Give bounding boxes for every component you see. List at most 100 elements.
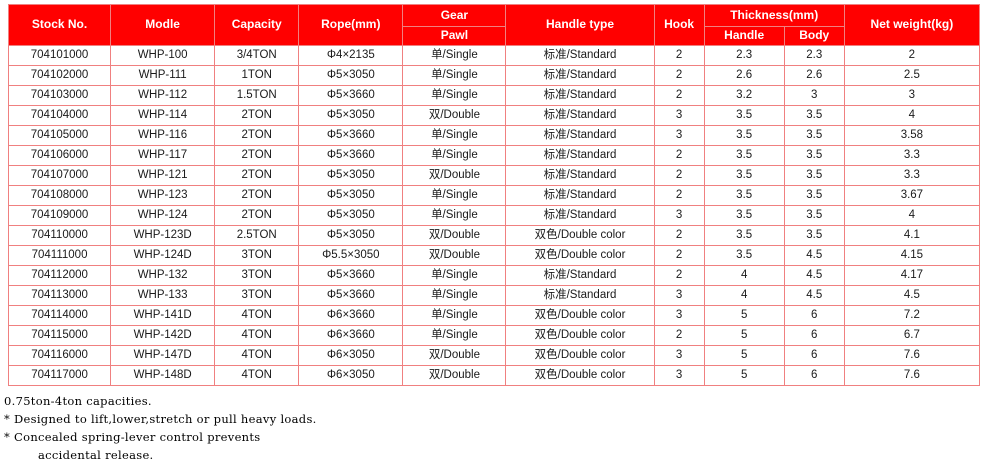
cell-stock-no: 704102000 [7,65,112,86]
cell-thickness-body: 6 [783,345,845,366]
cell-net-weight: 7.2 [843,305,981,326]
cell-net-weight: 4 [843,205,981,226]
cell-modle: WHP-124D [110,245,216,266]
cell-net-weight: 4.17 [843,265,981,286]
cell-hook: 3 [653,305,705,326]
cell-modle: WHP-123D [110,225,216,246]
cell-stock-no: 704117000 [7,365,112,386]
cell-modle: WHP-133 [110,285,216,306]
cell-stock-no: 704110000 [7,225,112,246]
cell-stock-no: 704111000 [7,245,112,266]
cell-modle: WHP-121 [110,165,216,186]
cell-stock-no: 704112000 [7,265,112,286]
cell-net-weight: 4.1 [843,225,981,246]
cell-modle: WHP-148D [110,365,216,386]
cell-capacity: 4TON [214,345,300,366]
cell-hook: 2 [653,325,705,346]
cell-stock-no: 704103000 [7,85,112,106]
cell-hook: 2 [653,265,705,286]
cell-hook: 2 [653,45,705,66]
cell-rope: Φ5×3050 [298,105,404,126]
cell-rope: Φ6×3050 [298,345,404,366]
table-row: 704107000 WHP-121 2TON Φ5×3050 双/Double 标准/St… [7,165,981,186]
cell-stock-no: 704116000 [7,345,112,366]
cell-thickness-body: 3.5 [783,185,845,206]
cell-hook: 3 [653,285,705,306]
col-header-thickness: Thickness(mm) [703,4,845,27]
cell-pawl: 双/Double [402,105,507,126]
col-header-stock-no: Stock No. [7,4,112,46]
cell-thickness-handle: 3.5 [703,165,785,186]
cell-rope: Φ5×3050 [298,65,404,86]
cell-stock-no: 704114000 [7,305,112,326]
cell-handle-type: 标准/Standard [505,285,655,306]
cell-thickness-body: 3.5 [783,145,845,166]
cell-thickness-body: 3 [783,85,845,106]
cell-capacity: 2TON [214,125,300,146]
cell-pawl: 单/Single [402,185,507,206]
cell-rope: Φ5×3660 [298,85,404,106]
cell-rope: Φ6×3660 [298,325,404,346]
cell-hook: 2 [653,165,705,186]
table-row: 704104000 WHP-114 2TON Φ5×3050 双/Double 标准/St… [7,105,981,126]
cell-stock-no: 704106000 [7,145,112,166]
cell-modle: WHP-116 [110,125,216,146]
cell-hook: 3 [653,345,705,366]
cell-thickness-body: 3.5 [783,125,845,146]
cell-modle: WHP-124 [110,205,216,226]
cell-pawl: 双/Double [402,225,507,246]
table-row: 704106000 WHP-117 2TON Φ5×3660 单/Single 标准/St… [7,145,981,166]
cell-modle: WHP-142D [110,325,216,346]
cell-thickness-handle: 3.5 [703,245,785,266]
cell-hook: 2 [653,65,705,86]
cell-thickness-body: 6 [783,365,845,386]
notes-block: 0.75ton-4ton capacities. * Designed to li… [4,392,604,464]
cell-net-weight: 2.5 [843,65,981,86]
cell-thickness-handle: 3.2 [703,85,785,106]
cell-pawl: 双/Double [402,365,507,386]
cell-modle: WHP-123 [110,185,216,206]
cell-pawl: 单/Single [402,205,507,226]
cell-modle: WHP-114 [110,105,216,126]
cell-capacity: 3/4TON [214,45,300,66]
table-row: 704102000 WHP-111 1TON Φ5×3050 单/Single 标准/St… [7,65,981,86]
col-header-gear: Gear [402,4,507,27]
col-header-capacity: Capacity [214,4,300,46]
cell-handle-type: 标准/Standard [505,45,655,66]
cell-stock-no: 704115000 [7,325,112,346]
cell-handle-type: 标准/Standard [505,185,655,206]
cell-thickness-handle: 3.5 [703,105,785,126]
cell-capacity: 2TON [214,205,300,226]
cell-thickness-body: 6 [783,305,845,326]
cell-thickness-body: 3.5 [783,205,845,226]
cell-handle-type: 标准/Standard [505,265,655,286]
col-header-hook: Hook [653,4,705,46]
cell-modle: WHP-141D [110,305,216,326]
cell-thickness-handle: 5 [703,365,785,386]
note-line: * Concealed spring-lever control prevent… [4,430,261,444]
cell-handle-type: 标准/Standard [505,125,655,146]
cell-capacity: 3TON [214,245,300,266]
cell-thickness-handle: 3.5 [703,185,785,206]
col-header-net-weight: Net weight(kg) [843,4,981,46]
cell-net-weight: 7.6 [843,345,981,366]
cell-pawl: 单/Single [402,285,507,306]
cell-capacity: 4TON [214,325,300,346]
cell-modle: WHP-147D [110,345,216,366]
cell-capacity: 3TON [214,265,300,286]
col-header-handle-type: Handle type [505,4,655,46]
cell-thickness-handle: 2.6 [703,65,785,86]
table-header: Stock No. Modle Capacity Rope(mm) Gear H… [7,4,981,46]
cell-handle-type: 标准/Standard [505,85,655,106]
cell-thickness-handle: 3.5 [703,125,785,146]
cell-net-weight: 3.3 [843,165,981,186]
table-row: 704114000 WHP-141D 4TON Φ6×3660 单/Single 双色/D… [7,305,981,326]
header-row-secondary: Pawl Handle Body [9,26,980,46]
cell-capacity: 3TON [214,285,300,306]
cell-net-weight: 3 [843,85,981,106]
cell-pawl: 双/Double [402,245,507,266]
cell-pawl: 单/Single [402,145,507,166]
table-row: 704112000 WHP-132 3TON Φ5×3660 单/Single 标准/St… [7,265,981,286]
cell-handle-type: 双色/Double color [505,365,655,386]
